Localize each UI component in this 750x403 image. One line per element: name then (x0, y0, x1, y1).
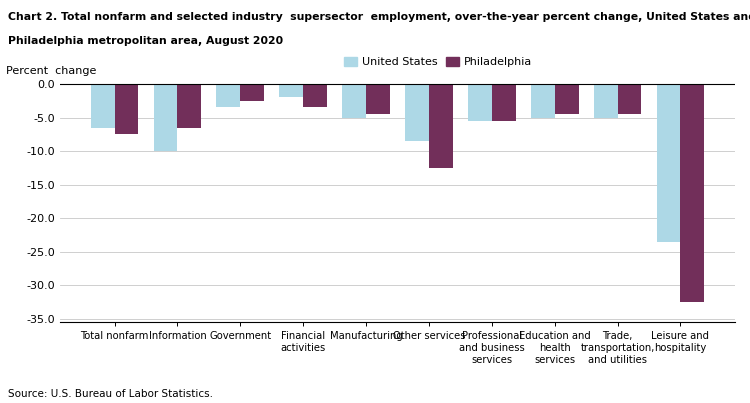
Bar (594, 84, 617, 118)
Bar (240, 84, 264, 101)
Text: Percent  change: Percent change (6, 66, 96, 76)
Bar (91, 84, 115, 128)
Bar (429, 84, 453, 168)
Bar (531, 84, 555, 118)
Bar (303, 84, 327, 108)
Bar (468, 84, 492, 121)
Text: Philadelphia metropolitan area, August 2020: Philadelphia metropolitan area, August 2… (8, 36, 283, 46)
Text: Source: U.S. Bureau of Labor Statistics.: Source: U.S. Bureau of Labor Statistics. (8, 389, 212, 399)
Bar (178, 84, 201, 128)
Bar (115, 84, 139, 134)
Bar (217, 84, 240, 108)
Bar (492, 84, 516, 121)
Bar (366, 84, 390, 114)
Bar (154, 84, 178, 151)
Bar (617, 84, 641, 114)
Bar (342, 84, 366, 118)
Bar (656, 84, 680, 242)
Bar (279, 84, 303, 98)
Bar (405, 84, 429, 141)
Legend: United States, Philadelphia: United States, Philadelphia (340, 52, 536, 72)
Bar (555, 84, 578, 114)
Text: Chart 2. Total nonfarm and selected industry  supersector  employment, over-the-: Chart 2. Total nonfarm and selected indu… (8, 12, 750, 22)
Bar (680, 84, 704, 302)
